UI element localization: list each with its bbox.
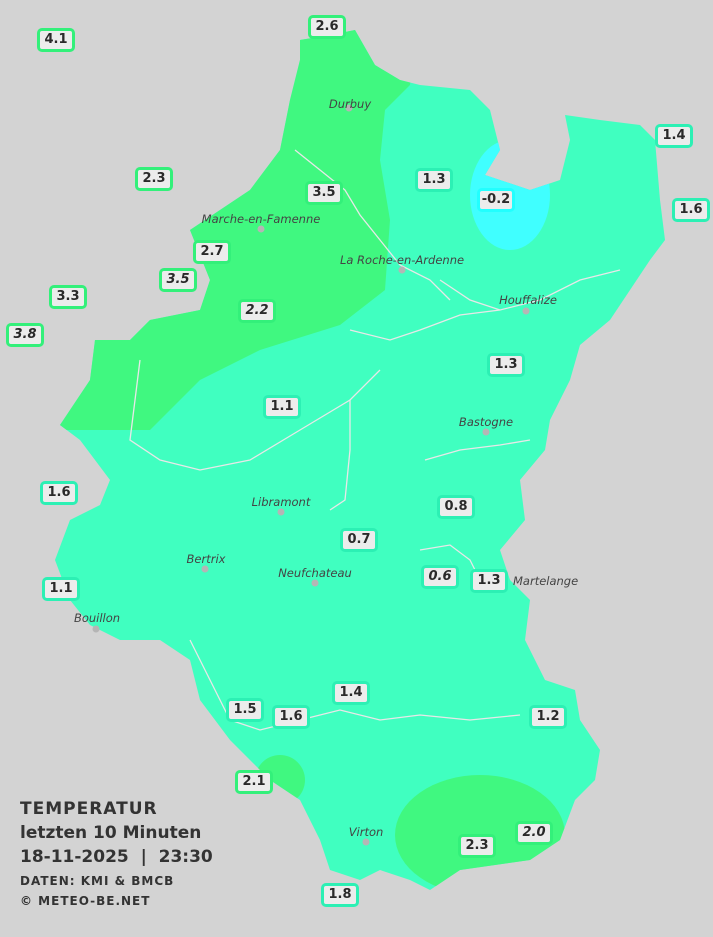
station-temperature: 2.7: [193, 240, 231, 264]
station-temperature: 1.6: [672, 198, 710, 222]
station-temperature: 1.1: [263, 395, 301, 419]
town-dot: [311, 579, 319, 587]
town-label: Neufchateau: [278, 566, 352, 580]
station-temperature: 1.5: [226, 698, 264, 722]
town-label: Houffalize: [499, 293, 557, 307]
station-temperature: 1.6: [272, 705, 310, 729]
rivers: [129, 149, 621, 731]
station-temperature: 1.2: [529, 705, 567, 729]
town-label: Bertrix: [186, 552, 226, 566]
town-label: Marche-en-Famenne: [201, 212, 321, 226]
station-temperature: 1.6: [40, 481, 78, 505]
station-temperature: 2.6: [308, 15, 346, 39]
station-temperature: 2.0: [515, 821, 553, 845]
station-temperature: 1.3: [487, 353, 525, 377]
station-temperature: 3.5: [305, 181, 343, 205]
legend-source: DATEN: KMI & BMCB: [20, 874, 175, 888]
town-label: Bastogne: [458, 415, 514, 429]
station-temperature: 3.8: [6, 323, 44, 347]
station-temperature: 1.1: [42, 577, 80, 601]
town-dot: [345, 104, 353, 112]
station-temperature: 1.4: [655, 124, 693, 148]
station-temperature: 3.5: [159, 268, 197, 292]
town-dot: [257, 225, 265, 233]
town-dot: [522, 307, 530, 315]
station-temperature: 2.2: [238, 299, 276, 323]
legend-title: TEMPERATUR: [20, 799, 158, 819]
station-temperature: 1.3: [415, 168, 453, 192]
map-legend: TEMPERATUR letzten 10 Minuten 18-11-2025…: [20, 797, 213, 911]
town-label: Virton: [348, 825, 384, 839]
town-label: Libramont: [251, 495, 311, 509]
town-dot: [201, 565, 209, 573]
station-temperature: 2.1: [235, 770, 273, 794]
town-dot: [277, 508, 285, 516]
town-dot: [398, 266, 406, 274]
town-dot: [362, 838, 370, 846]
station-temperature: 3.3: [49, 285, 87, 309]
legend-subtitle: letzten 10 Minuten: [20, 823, 202, 843]
station-temperature: 1.3: [470, 569, 508, 593]
station-temperature: 0.7: [340, 528, 378, 552]
legend-copyright: © METEO-BE.NET: [20, 894, 151, 908]
town-label: Bouillon: [73, 611, 121, 625]
station-temperature: 4.1: [37, 28, 75, 52]
town-dot: [482, 428, 490, 436]
station-temperature: 1.8: [321, 883, 359, 907]
town-label: Martelange: [513, 574, 579, 588]
town-dot: [92, 625, 100, 633]
station-temperature: -0.2: [477, 188, 515, 212]
station-temperature: 2.3: [135, 167, 173, 191]
town-label: La Roche-en-Ardenne: [339, 253, 465, 267]
legend-datetime: 18-11-2025 | 23:30: [20, 847, 213, 867]
station-temperature: 0.8: [437, 495, 475, 519]
station-temperature: 2.3: [458, 834, 496, 858]
station-temperature: 0.6: [421, 565, 459, 589]
station-temperature: 1.4: [332, 681, 370, 705]
town-label: Durbuy: [328, 97, 372, 111]
